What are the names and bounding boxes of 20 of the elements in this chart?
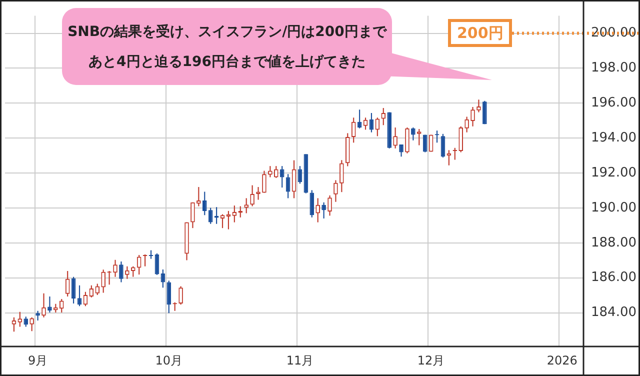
candlestick xyxy=(42,293,46,318)
x-tick-label: 10月 xyxy=(155,353,183,368)
x-tick-label: 12月 xyxy=(417,353,445,368)
y-tick-label: 194.00 xyxy=(591,130,636,146)
y-tick-label: 196.00 xyxy=(591,96,636,111)
y-tick-label: 184.00 xyxy=(591,305,636,320)
x-tick-label: 9月 xyxy=(28,353,48,368)
candlestick xyxy=(476,100,481,112)
y-tick-label: 186.00 xyxy=(591,270,636,286)
y-tick-label: 188.00 xyxy=(591,235,636,250)
y-tick-label: 192.00 xyxy=(591,165,636,180)
annotation: SNBの結果を受け、スイスフラン/円は200円まで xyxy=(68,22,386,42)
y-tick-label: 200.00 xyxy=(591,26,636,41)
x-tick-label: 2026 xyxy=(546,353,578,368)
annotation: あと4円と迫る196円台まで値を上げてきた xyxy=(88,52,366,72)
candlestick xyxy=(256,187,260,200)
ref-line-label: 200円 xyxy=(448,19,512,48)
y-tick-label: 198.00 xyxy=(591,60,636,76)
y-tick-label: 190.00 xyxy=(591,200,636,216)
x-tick-label: 11月 xyxy=(286,353,314,368)
